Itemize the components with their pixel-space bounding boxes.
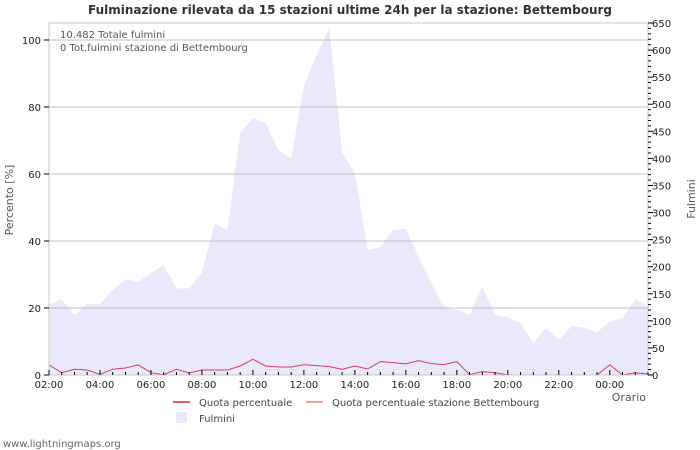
legend-item-quota-station: Quota percentuale stazione Bettembourg (306, 398, 539, 409)
legend-quota-label: Quota percentuale (199, 398, 292, 409)
x-tick-label: 02:00 (35, 380, 64, 391)
right-axis: 0 50 100 150 200 250 300 350 400 450 500 550 600 650 (648, 19, 671, 382)
legend-fulmini-label: Fulmini (199, 414, 235, 425)
x-tick-label: 10:00 (239, 380, 268, 391)
fulmini-area (49, 27, 648, 376)
x-tick-label: 14:00 (340, 380, 369, 391)
chart-title: Fulminazione rilevata da 15 stazioni ult… (88, 3, 612, 17)
x-tick-label: 12:00 (289, 380, 318, 391)
left-axis: 0 20 40 60 80 100 (22, 36, 49, 382)
right-tick-label: 300 (652, 209, 671, 220)
x-axis-label: Orario (612, 391, 647, 404)
legend: Quota percentuale Quota percentuale staz… (173, 398, 539, 425)
right-tick-label: 550 (652, 73, 671, 84)
x-tick-label: 20:00 (493, 380, 522, 391)
total-lightning-text: 10.482 Totale fulmini (60, 30, 165, 41)
left-axis-label: Percento [%] (3, 165, 16, 236)
plot-area (48, 22, 649, 376)
x-tick-label: 16:00 (391, 380, 420, 391)
left-tick-label: 60 (28, 170, 41, 181)
right-tick-label: 450 (652, 127, 671, 138)
left-tick-label: 0 (35, 371, 41, 382)
right-tick-label: 0 (652, 371, 658, 382)
right-tick-label: 400 (652, 154, 671, 165)
right-tick-label: 600 (652, 46, 671, 57)
right-tick-label: 150 (652, 290, 671, 301)
right-axis-label: Fulmini (685, 179, 698, 219)
right-tick-label: 200 (652, 263, 671, 274)
x-tick-label: 08:00 (188, 380, 217, 391)
grid-lines (49, 39, 648, 309)
right-tick-label: 350 (652, 181, 671, 192)
x-axis: 02:00 04:00 06:00 08:00 10:00 12:00 14:00 16:00… (35, 370, 649, 391)
right-tick-label: 50 (652, 344, 665, 355)
left-tick-label: 40 (28, 237, 41, 248)
legend-item-quota: Quota percentuale (173, 398, 292, 409)
station-lightning-text: 0 Tot.fulmini stazione di Bettembourg (60, 43, 248, 54)
x-tick-label: 06:00 (137, 380, 166, 391)
x-tick-label: 04:00 (86, 380, 115, 391)
x-tick-label: 22:00 (544, 380, 573, 391)
x-tick-label: 00:00 (595, 380, 624, 391)
legend-quota-station-label: Quota percentuale stazione Bettembourg (332, 398, 539, 409)
legend-item-fulmini: Fulmini (176, 412, 235, 425)
left-tick-label: 20 (28, 304, 41, 315)
right-tick-label: 650 (652, 19, 671, 30)
fulmini-legend-swatch (176, 412, 187, 423)
x-tick-label: 18:00 (442, 380, 471, 391)
left-tick-label: 80 (28, 103, 41, 114)
footer-site-text: www.lightningmaps.org (3, 439, 121, 450)
right-tick-label: 500 (652, 100, 671, 111)
left-tick-label: 100 (22, 36, 41, 47)
right-tick-label: 250 (652, 236, 671, 247)
right-tick-label: 100 (652, 317, 671, 328)
